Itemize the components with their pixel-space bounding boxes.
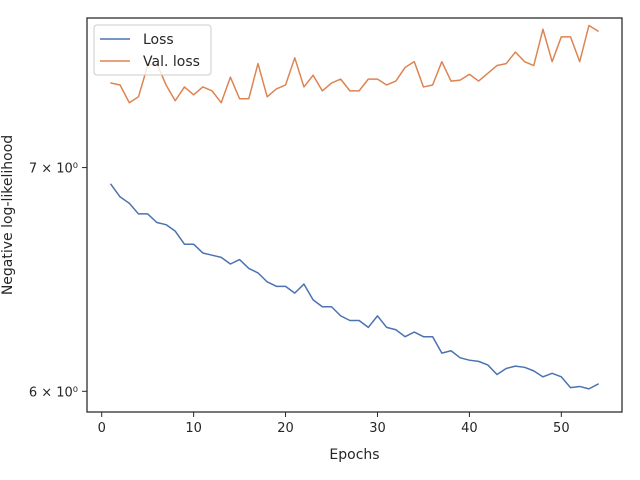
x-tick-label: 50 [553, 421, 570, 436]
x-axis-label: Epochs [329, 447, 379, 463]
series-lines [110, 24, 599, 390]
legend-label: Val. loss [143, 54, 200, 70]
x-axis-ticks: 0 10 20 30 40 50 [98, 412, 570, 436]
legend: Loss Val. loss [93, 24, 212, 76]
x-tick-label: 40 [461, 421, 478, 436]
x-tick-label: 30 [369, 421, 386, 436]
plot-frame [86, 17, 623, 413]
x-tick-label: 20 [277, 421, 294, 436]
y-tick-label: 7 × 10⁰ [29, 162, 78, 177]
y-axis-ticks: 6 × 10⁰ 7 × 10⁰ [29, 162, 87, 400]
series-line [110, 24, 599, 104]
legend-box [93, 24, 212, 76]
x-tick-label: 10 [185, 421, 202, 436]
series-line [110, 183, 599, 390]
x-tick-label: 0 [98, 421, 106, 436]
y-axis-label: Negative log-likelihood [0, 135, 16, 295]
plot-area [87, 18, 622, 412]
y-tick-label: 6 × 10⁰ [29, 385, 78, 400]
legend-label: Loss [143, 32, 174, 48]
